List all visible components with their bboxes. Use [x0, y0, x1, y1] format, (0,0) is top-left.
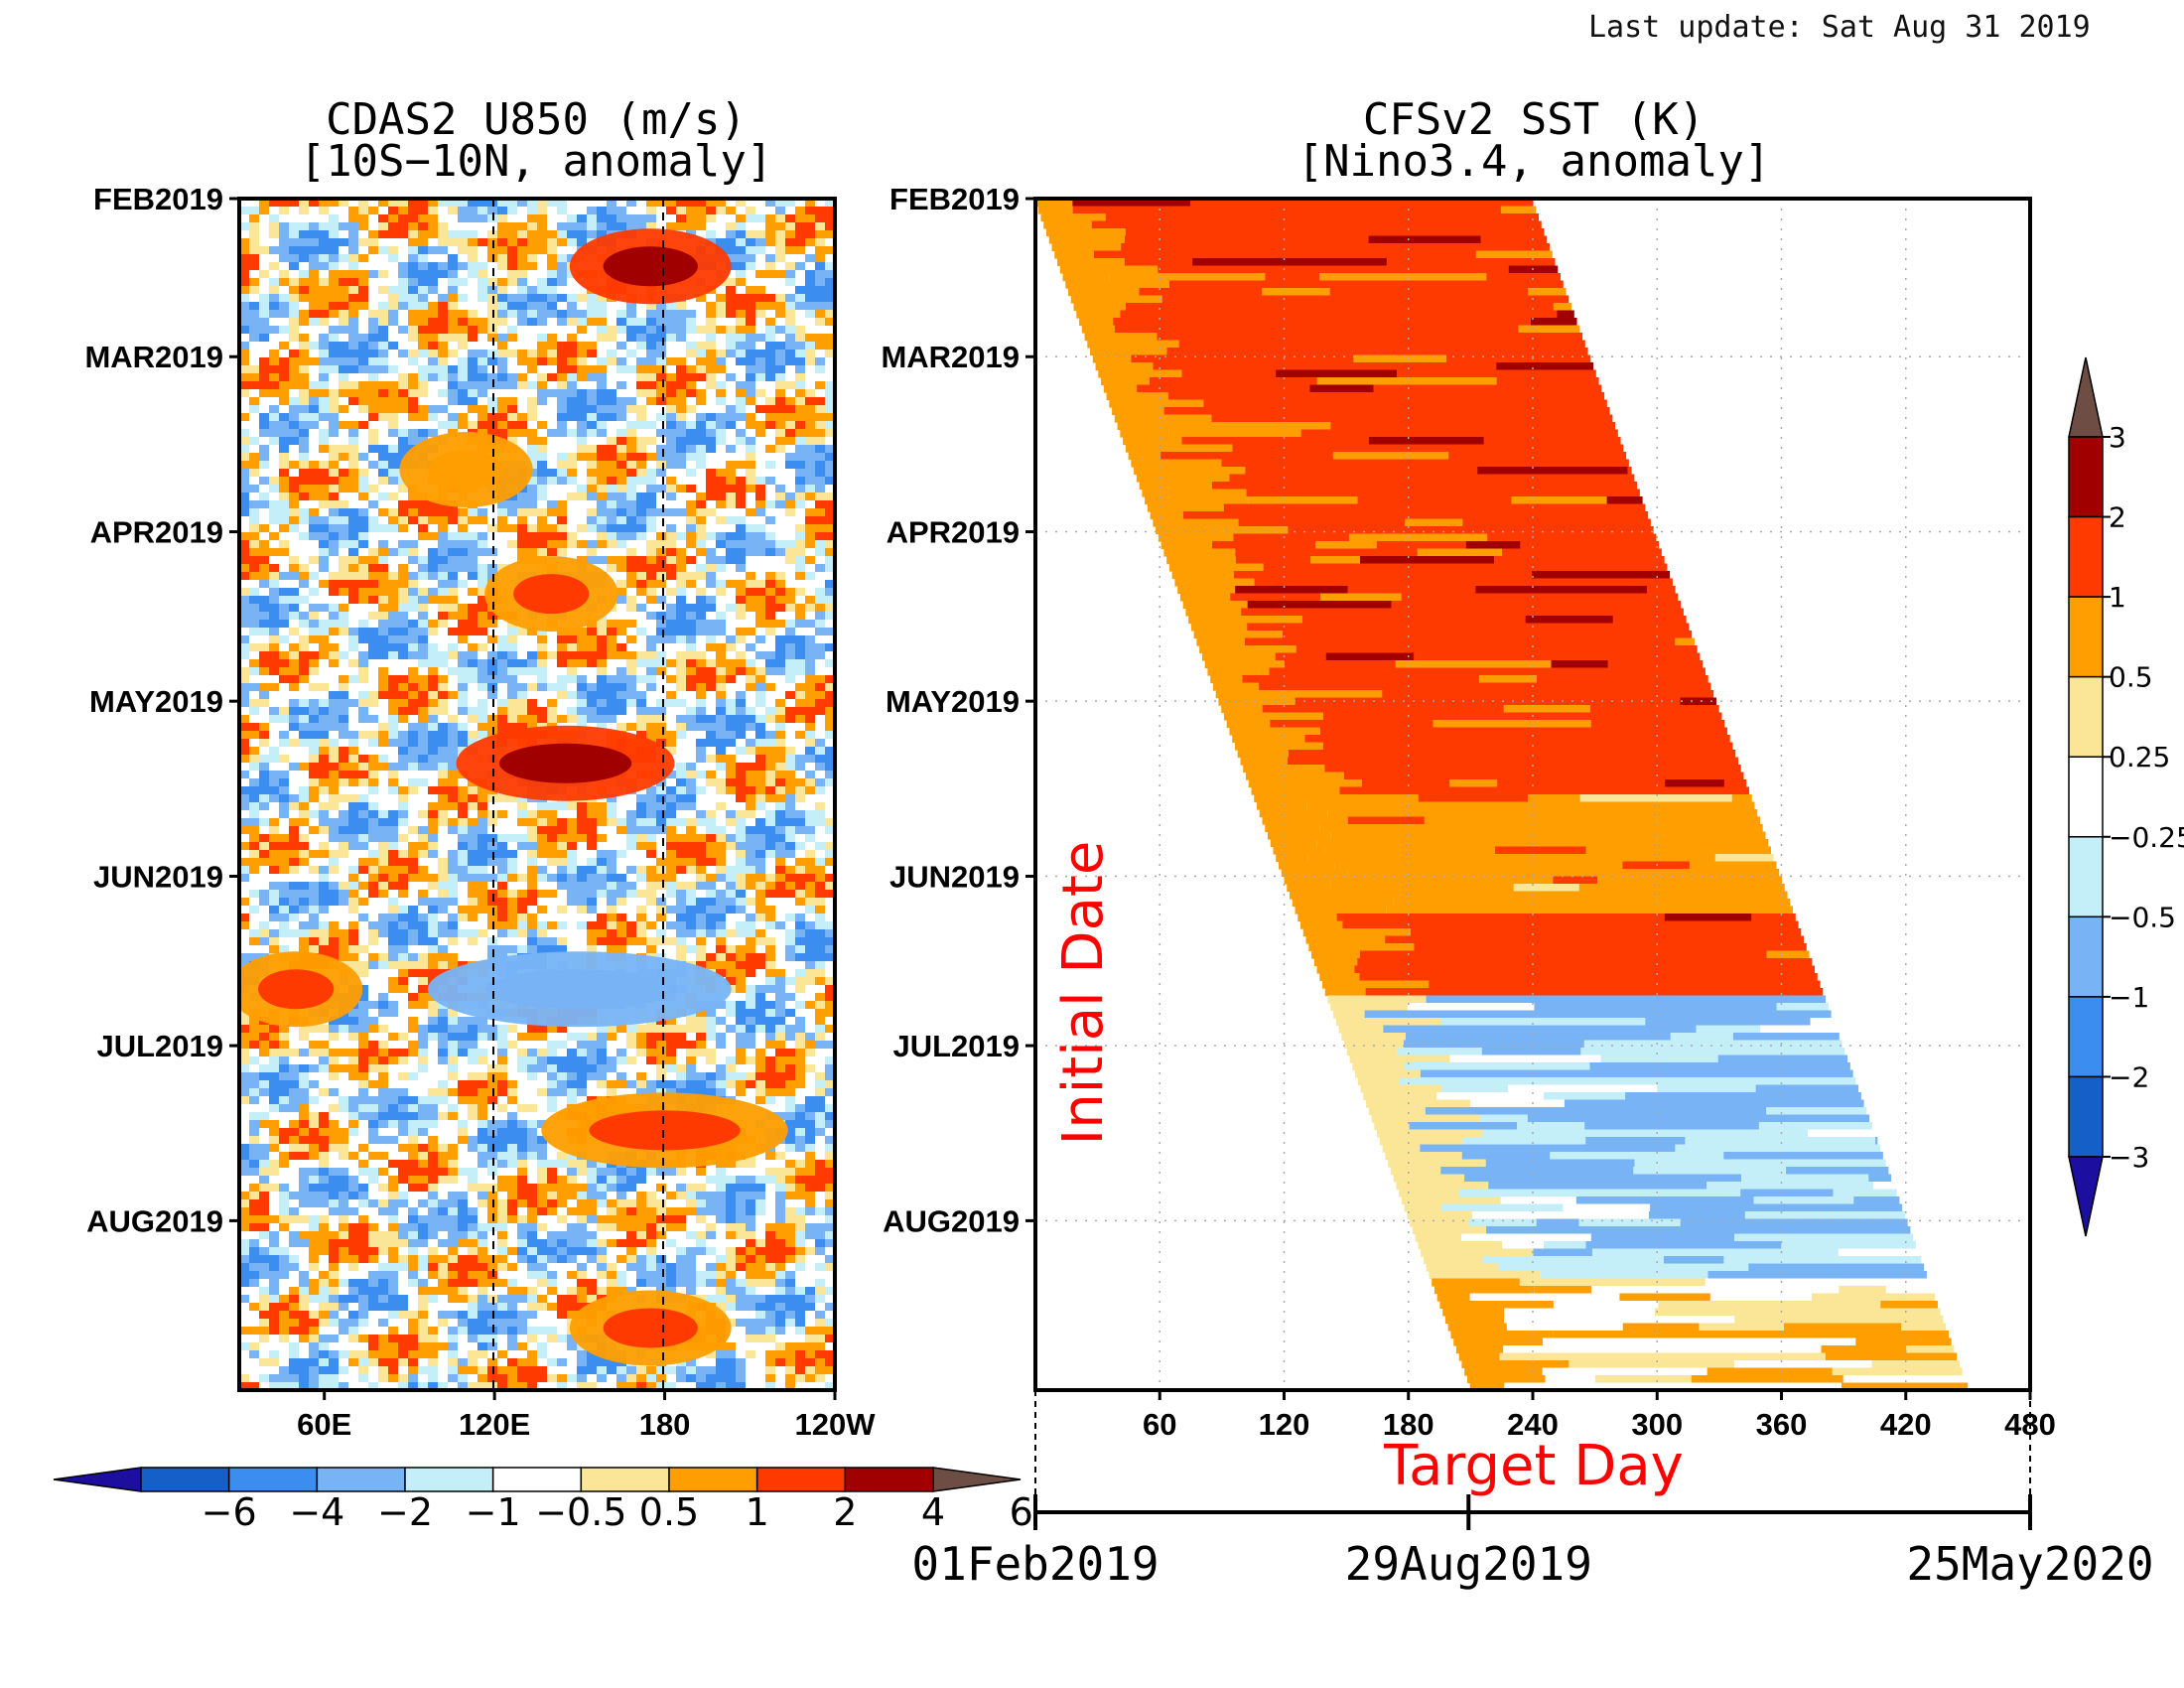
u850-x-tick: 120W: [795, 1407, 877, 1442]
sst-colorbar-label: −1: [2109, 981, 2149, 1014]
u850-colorbar-arrow-left: [53, 1467, 142, 1492]
sst-colorbar-label: −3: [2109, 1141, 2149, 1174]
u850-colorbar-swatch: [140, 1467, 230, 1492]
sst-colorbar-arrow-top: [2068, 356, 2104, 438]
sst-xlabel: Target Day: [1383, 1434, 1684, 1498]
sst-grid: [1035, 199, 2030, 1390]
sst-x-tick: 300: [1631, 1407, 1683, 1442]
sst-colorbar-label: 2: [2109, 501, 2126, 534]
sst-x-tick: 180: [1383, 1407, 1434, 1442]
sst-x-tick: 60: [1143, 1407, 1176, 1442]
u850-colorbar-swatch: [227, 1467, 319, 1492]
sst-colorbar-label: −0.5: [2109, 901, 2176, 933]
u850-colorbar-swatch: [755, 1467, 847, 1492]
sst-x-tick: 120: [1259, 1407, 1310, 1442]
u850-x-tick: 60E: [297, 1407, 351, 1442]
sst-colorbar-swatch: [2068, 836, 2104, 918]
date-axis-label: 25May2020: [1906, 1537, 2153, 1591]
u850-colorbar-label: 1: [746, 1490, 769, 1534]
sst-y-tick: APR2019: [887, 515, 1020, 550]
sst-y-tick: MAY2019: [886, 684, 1020, 719]
u850-colorbar-label: −2: [377, 1490, 433, 1534]
sst-x-tick: 420: [1880, 1407, 1932, 1442]
sst-y-axis: FEB2019 MAR2019 APR2019 MAY2019 JUN2019 JUL20…: [881, 182, 1035, 1238]
u850-colorbar: −6 −4 −2 −1 −0.5 0.5 1 2 4 6: [53, 1467, 1033, 1534]
sst-colorbar-arrow-bottom: [2068, 1156, 2104, 1237]
u850-y-axis: FEB2019 MAR2019 APR2019 MAY2019 JUN2019 JUL20…: [84, 182, 239, 1238]
u850-colorbar-swatch: [580, 1467, 670, 1492]
sst-colorbar-swatch: [2068, 1075, 2104, 1158]
sst-y-tick: JUL2019: [892, 1029, 1020, 1063]
u850-colorbar-swatch: [404, 1467, 494, 1492]
u850-colorbar-label: −0.5: [535, 1490, 626, 1534]
u850-panel: CDAS2 U850 (m/s) [10S−10N, anomaly] FEB2…: [53, 94, 1033, 1534]
sst-colorbar-swatch: [2068, 596, 2104, 678]
u850-colorbar-label: 2: [833, 1490, 857, 1534]
sst-subtitle: [Nino3.4, anomaly]: [1297, 136, 1771, 187]
sst-title: CFSv2 SST (K): [1363, 94, 1705, 145]
sst-y-tick: FEB2019: [889, 182, 1020, 216]
sst-x-tick: 240: [1507, 1407, 1559, 1442]
u850-x-tick: 120E: [459, 1407, 530, 1442]
u850-x-tick: 180: [639, 1407, 691, 1442]
u850-y-tick: MAR2019: [84, 340, 223, 374]
sst-colorbar-swatch: [2068, 675, 2104, 758]
u850-colorbar-label: 0.5: [639, 1490, 699, 1534]
u850-colorbar-arrow-right: [932, 1467, 1022, 1492]
u850-y-tick: FEB2019: [93, 182, 223, 216]
u850-colorbar-label: −6: [202, 1490, 257, 1534]
sst-colorbar-label: 0.5: [2109, 661, 2153, 694]
u850-title: CDAS2 U850 (m/s): [326, 94, 747, 145]
sst-colorbar: 3 2 1 0.5 0.25 −0.25 −0.5 −1 −2 −3: [2068, 356, 2184, 1237]
u850-y-tick: JUN2019: [93, 859, 223, 894]
date-axis-label: 01Feb2019: [911, 1537, 1159, 1591]
sst-colorbar-swatch: [2068, 756, 2104, 838]
sst-colorbar-label: −0.25: [2109, 821, 2184, 854]
sst-y-tick: AUG2019: [883, 1203, 1020, 1238]
u850-y-tick: APR2019: [90, 515, 223, 550]
u850-y-tick: MAY2019: [89, 684, 223, 719]
u850-colorbar-label: 6: [1010, 1490, 1033, 1534]
u850-colorbar-swatch: [491, 1467, 583, 1492]
sst-y-tick: JUN2019: [889, 859, 1020, 894]
u850-colorbar-swatch: [844, 1467, 934, 1492]
date-axis: 01Feb2019 29Aug2019 25May2020: [911, 1390, 2154, 1591]
sst-colorbar-label: 0.25: [2109, 741, 2170, 774]
sst-colorbar-label: −2: [2109, 1060, 2149, 1093]
u850-colorbar-label: −1: [466, 1490, 521, 1534]
last-update: Last update: Sat Aug 31 2019: [1588, 10, 2091, 45]
sst-colorbar-swatch: [2068, 436, 2104, 518]
u850-colorbar-label: −4: [289, 1490, 344, 1534]
u850-colorbar-swatch: [668, 1467, 758, 1492]
u850-frame: [237, 197, 837, 1392]
u850-heatmap: [239, 199, 835, 1390]
u850-colorbar-swatch: [316, 1467, 406, 1492]
sst-y-tick: MAR2019: [881, 340, 1020, 374]
u850-colorbar-label: 4: [921, 1490, 945, 1534]
sst-ylabel: Initial Date: [1051, 841, 1116, 1146]
sst-colorbar-swatch: [2068, 515, 2104, 598]
sst-colorbar-label: 1: [2109, 581, 2126, 614]
date-axis-label: 29Aug2019: [1345, 1537, 1592, 1591]
sst-colorbar-label: 3: [2109, 421, 2126, 454]
u850-y-tick: JUL2019: [96, 1029, 223, 1063]
sst-heatmap: [1035, 199, 1969, 1390]
sst-colorbar-swatch: [2068, 915, 2104, 998]
u850-x-axis: 60E 120E 180 120W: [297, 1390, 876, 1442]
sst-x-axis: 60 120 180 240 300 360 420 480: [1143, 1390, 2056, 1442]
sst-panel: CFSv2 SST (K) [Nino3.4, anomaly] FEB2019…: [881, 94, 2184, 1591]
sst-colorbar-swatch: [2068, 996, 2104, 1078]
sst-x-tick: 360: [1756, 1407, 1808, 1442]
u850-y-tick: AUG2019: [86, 1203, 223, 1238]
u850-subtitle: [10S−10N, anomaly]: [300, 136, 773, 187]
